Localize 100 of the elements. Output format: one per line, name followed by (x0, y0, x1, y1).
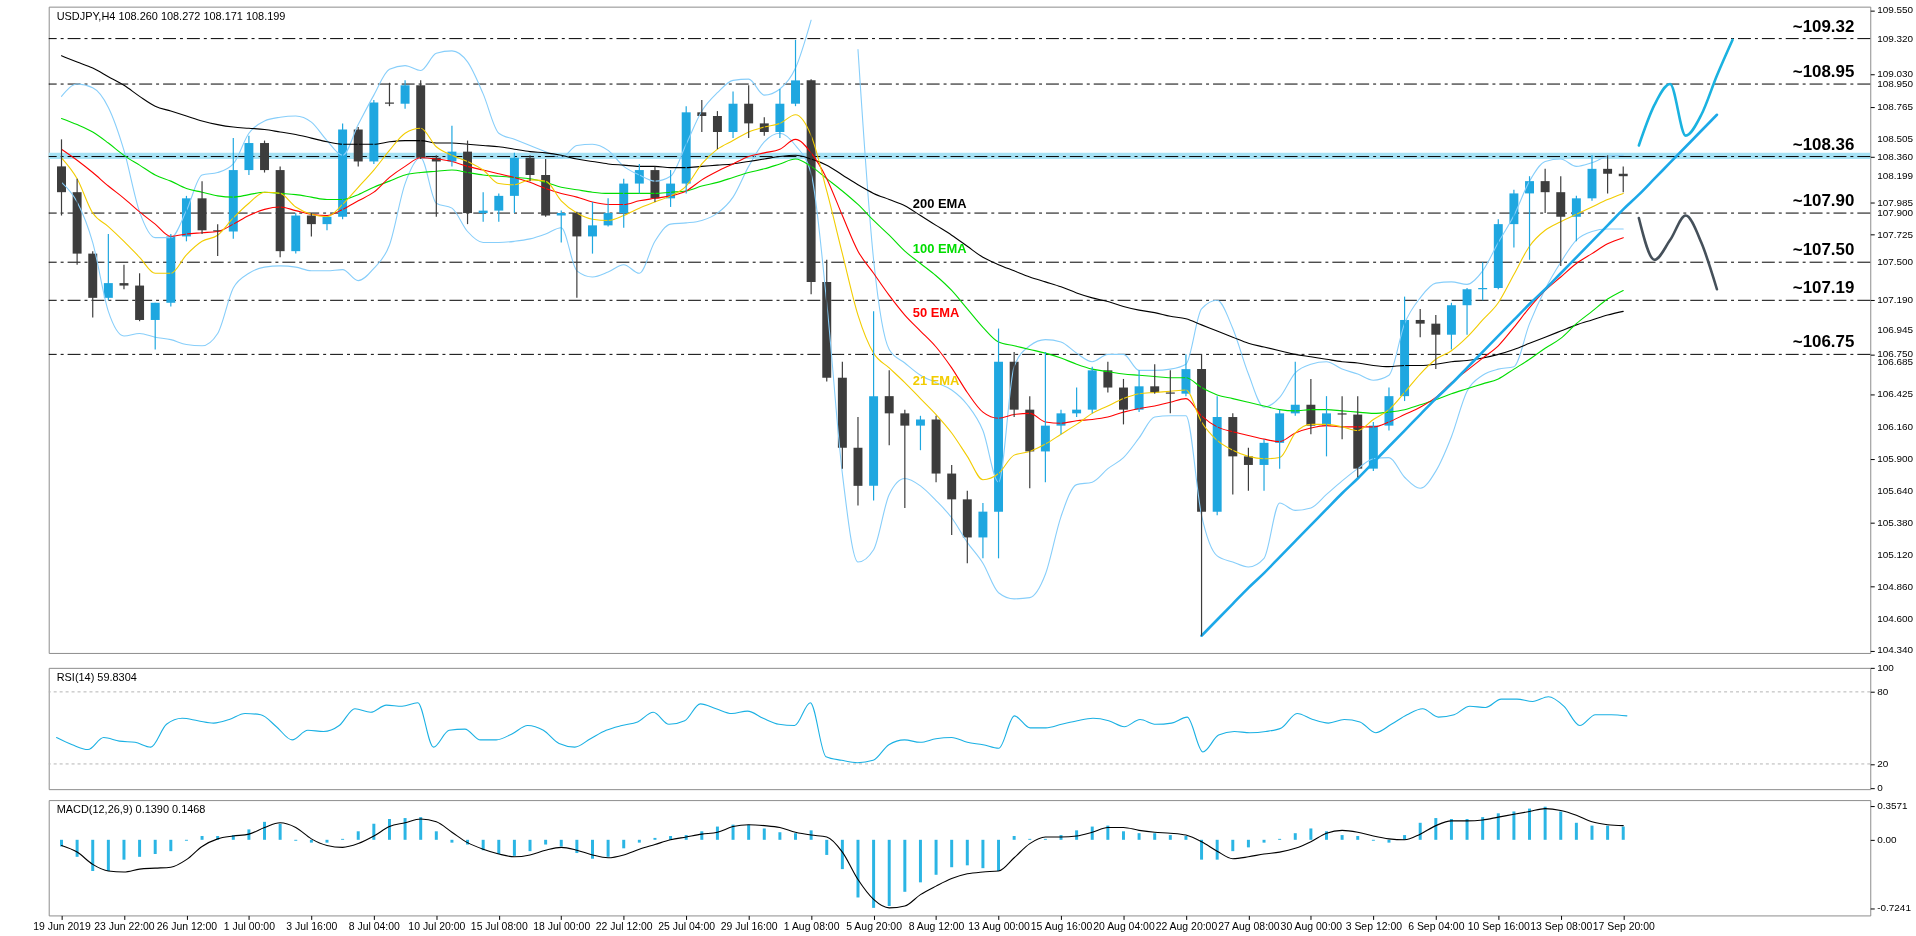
candlestick (1556, 175, 1566, 267)
bar (434, 831, 438, 840)
ref-line-label: ~108.95 (1792, 62, 1855, 82)
bar (1340, 835, 1344, 840)
line-series (60, 114, 1624, 481)
x-tick-label: 3 Jul 16:00 (286, 920, 338, 932)
x-tick-label: 22 Aug 20:00 (1155, 920, 1218, 932)
x-tick-label: 8 Aug 12:00 (908, 920, 965, 932)
x-tick-label: 6 Sep 04:00 (1408, 920, 1465, 932)
x-tick-label: 17 Sep 20:00 (1592, 920, 1655, 932)
ref-line-label: ~107.90 (1792, 191, 1855, 211)
bar (762, 828, 766, 840)
bar (169, 839, 173, 852)
x-tick-label: 19 Jun 2019 (33, 920, 91, 932)
line-series (1637, 38, 1734, 147)
bar (1012, 836, 1016, 840)
candlestick (119, 264, 129, 290)
bar (965, 839, 969, 866)
y-tick-label: 80 (1877, 685, 1889, 697)
y-tick-label: -0.7241 (1877, 902, 1912, 914)
x-tick-label: 25 Jul 04:00 (658, 920, 716, 932)
candlestick (1337, 395, 1347, 440)
series-label: 200 EMA (912, 195, 967, 211)
bar (1121, 831, 1125, 840)
bar (1231, 839, 1235, 852)
x-tick-label: 13 Sep 08:00 (1530, 920, 1593, 932)
bar (1512, 811, 1516, 840)
bar (934, 839, 938, 875)
y-tick-label: 107.900 (1877, 207, 1914, 219)
x-tick-label: 3 Sep 12:00 (1345, 920, 1403, 932)
candlestick (1087, 366, 1097, 414)
series-label: 100 EMA (912, 241, 967, 257)
y-tick-label: 106.945 (1877, 324, 1914, 336)
bar (887, 839, 891, 906)
chart-title: RSI(14) 59.8304 (56, 670, 137, 683)
y-tick-label: 109.030 (1877, 68, 1914, 80)
y-tick-label: 106.425 (1877, 388, 1914, 400)
y-tick-label: 109.550 (1877, 4, 1914, 16)
y-tick-label: 0.00 (1877, 833, 1898, 845)
bar (138, 839, 142, 857)
y-tick-label: 109.320 (1877, 32, 1914, 44)
bar (1137, 833, 1141, 840)
bar (91, 839, 95, 871)
y-tick-label: 105.380 (1877, 516, 1914, 528)
x-tick-label: 1 Jul 00:00 (223, 920, 276, 932)
candlestick (1446, 302, 1456, 351)
bar (1559, 811, 1563, 840)
x-tick-label: 30 Aug 00:00 (1280, 920, 1343, 932)
y-tick-label: 100 (1877, 661, 1895, 673)
bar (1621, 826, 1625, 840)
candlestick (915, 415, 925, 451)
candlestick (1415, 308, 1425, 338)
candlestick (494, 192, 504, 223)
x-tick-label: 5 Aug 20:00 (846, 920, 903, 932)
bar (1184, 836, 1188, 840)
x-tick-label: 15 Jul 08:00 (470, 920, 528, 932)
y-tick-label: 108.950 (1877, 78, 1914, 90)
ref-line-label: ~107.19 (1792, 278, 1855, 298)
ref-line-label: ~109.32 (1792, 16, 1855, 36)
bar (309, 839, 313, 843)
bar (1496, 813, 1500, 840)
x-tick-label: 22 Jul 12:00 (595, 920, 653, 932)
candlestick (1165, 369, 1175, 414)
bar (1200, 839, 1204, 860)
bar (106, 839, 110, 871)
y-tick-label: 108.765 (1877, 100, 1914, 112)
y-tick-label: 0.3571 (1877, 800, 1909, 812)
x-tick-label: 18 Jul 00:00 (533, 920, 591, 932)
bar (1293, 833, 1297, 840)
chart-title: MACD(12,26,9) 0.1390 0.1468 (56, 803, 206, 816)
bar (497, 839, 501, 854)
bar (1465, 819, 1469, 840)
bar (606, 839, 610, 857)
bar (544, 839, 548, 845)
ref-line-label: ~107.50 (1792, 240, 1855, 260)
bar (1246, 839, 1250, 848)
bar (1481, 817, 1485, 840)
y-tick-label: 105.900 (1877, 452, 1914, 464)
ref-line-label: ~108.36 (1792, 134, 1855, 154)
bar (1449, 819, 1453, 840)
series-label: 50 EMA (912, 305, 960, 321)
bar (872, 839, 876, 908)
bar (590, 839, 594, 859)
y-tick-label: 104.600 (1877, 612, 1914, 624)
x-tick-label: 10 Sep 16:00 (1467, 920, 1531, 932)
y-tick-label: 107.500 (1877, 256, 1914, 268)
x-tick-label: 29 Jul 16:00 (720, 920, 778, 932)
bar (372, 823, 376, 840)
y-tick-label: 104.860 (1877, 580, 1914, 592)
bar (918, 839, 922, 883)
bar (559, 839, 563, 847)
bar (840, 839, 844, 870)
y-tick-label: 107.985 (1877, 196, 1914, 208)
candlestick (791, 39, 800, 107)
bar (403, 818, 407, 840)
chart-title: USDJPY,H4 108.260 108.272 108.171 108.199 (56, 9, 286, 22)
bar (747, 824, 751, 840)
line-series (1200, 113, 1719, 638)
bar (1356, 836, 1360, 840)
ref-line-label: ~106.75 (1792, 332, 1855, 352)
